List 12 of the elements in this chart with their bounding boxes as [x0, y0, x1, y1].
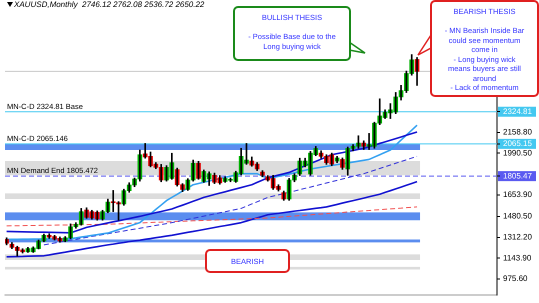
y-tick-label: 2065.15 — [503, 139, 532, 148]
y-tick-label: 2324.81 — [503, 106, 532, 116]
y-tick-label: 1480.50 — [503, 212, 532, 221]
y-tick-label: 1805.47 — [503, 171, 532, 180]
y-tick-label: 1990.50 — [503, 148, 532, 158]
y-tick-label: 2158.80 — [503, 128, 532, 137]
y-tick-label: 1653.90 — [503, 190, 532, 200]
y-tick-label: 1312.20 — [503, 232, 532, 242]
y-tick-label: 975.60 — [503, 274, 528, 284]
y-tick-label: 1143.90 — [503, 253, 532, 262]
chart-title: XAUUSD,Monthly 2746.12 2762.08 2536.72 2650.22 — [14, 0, 204, 9]
line-series — [6, 206, 418, 226]
